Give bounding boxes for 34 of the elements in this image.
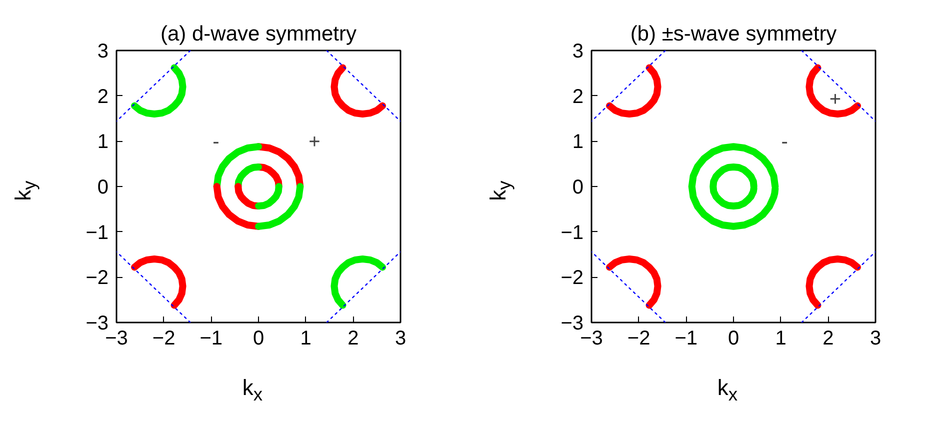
x-tick-label: 1 [300,328,312,350]
x-tick-label: 3 [394,328,406,350]
y-tick-label: −3 [560,312,584,334]
annotation: + [308,131,320,154]
y-tick-label: −1 [560,222,584,244]
y-tick-label: 3 [97,40,108,62]
y-tick-label: 1 [572,131,584,154]
annotation: - [781,131,788,154]
y-tick-label: 0 [97,176,108,198]
x-tick-label: −1 [200,328,223,350]
x-tick-label: −2 [627,328,650,350]
x-axis-title: k$_{x}$ [242,375,263,405]
y-tick-label: 0 [572,176,584,198]
x-tick-label: 2 [822,328,834,350]
y-tick-label: −1 [86,222,109,244]
x-tick-label: 2 [348,328,359,350]
y-tick-label: 2 [572,86,584,108]
y-tick-label: 1 [97,131,108,154]
annotation: + [829,88,842,111]
x-tick-label: 0 [728,328,740,350]
x-tick-label: −2 [152,328,176,350]
y-tick-label: 3 [572,40,584,62]
x-tick-label: −1 [674,328,698,350]
x-axis-title: k$_{x}$ [717,375,738,405]
x-tick-label: 3 [870,328,882,350]
x-tick-label: 0 [252,328,264,350]
y-tick-label: −2 [560,267,584,290]
x-tick-label: 1 [775,328,786,350]
y-tick-label: −3 [86,312,109,334]
y-tick-label: 2 [97,86,108,108]
chart-title: (b) ±s-wave symmetry [630,22,838,46]
chart-title: (a) d-wave symmetry [160,22,358,46]
y-tick-label: −2 [86,267,109,290]
annotation: - [212,131,220,154]
